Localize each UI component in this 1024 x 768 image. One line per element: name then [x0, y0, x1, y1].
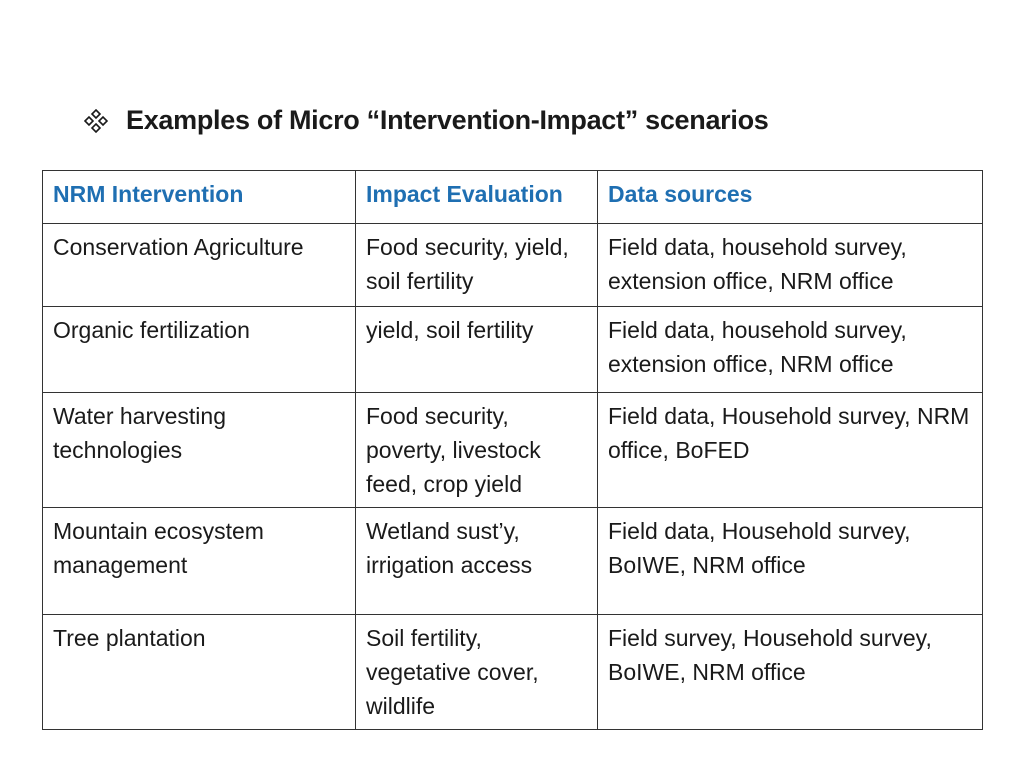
table-row: Water harvesting technologies Food secur… [42, 392, 983, 508]
header-impact-evaluation: Impact Evaluation [355, 170, 598, 224]
four-diamond-bullet-icon [84, 109, 108, 133]
table-header-row: NRM Intervention Impact Evaluation Data … [42, 170, 983, 224]
cell-sources: Field data, household survey, extension … [597, 223, 983, 307]
cell-intervention: Conservation Agriculture [42, 223, 356, 307]
cell-impact: Wetland sust’y, irrigation access [355, 507, 598, 615]
cell-sources: Field data, household survey, extension … [597, 306, 983, 393]
cell-sources: Field data, Household survey, NRM office… [597, 392, 983, 508]
header-data-sources: Data sources [597, 170, 983, 224]
cell-impact: Food security, poverty, livestock feed, … [355, 392, 598, 508]
scenario-table: NRM Intervention Impact Evaluation Data … [42, 170, 983, 730]
cell-intervention: Water harvesting technologies [42, 392, 356, 508]
cell-impact: Food security, yield, soil fertility [355, 223, 598, 307]
table-row: Mountain ecosystem management Wetland su… [42, 507, 983, 615]
table-row: Tree plantation Soil fertility, vegetati… [42, 614, 983, 730]
slide-title-text: Examples of Micro “Intervention-Impact” … [126, 104, 769, 135]
table-row: Conservation Agriculture Food security, … [42, 223, 983, 307]
table-row: Organic fertilization yield, soil fertil… [42, 306, 983, 393]
header-nrm-intervention: NRM Intervention [42, 170, 356, 224]
cell-intervention: Organic fertilization [42, 306, 356, 393]
cell-sources: Field survey, Household survey, BoIWE, N… [597, 614, 983, 730]
slide-title: Examples of Micro “Intervention-Impact” … [84, 100, 769, 140]
cell-impact: yield, soil fertility [355, 306, 598, 393]
cell-impact: Soil fertility, vegetative cover, wildli… [355, 614, 598, 730]
cell-intervention: Mountain ecosystem management [42, 507, 356, 615]
cell-sources: Field data, Household survey, BoIWE, NRM… [597, 507, 983, 615]
cell-intervention: Tree plantation [42, 614, 356, 730]
